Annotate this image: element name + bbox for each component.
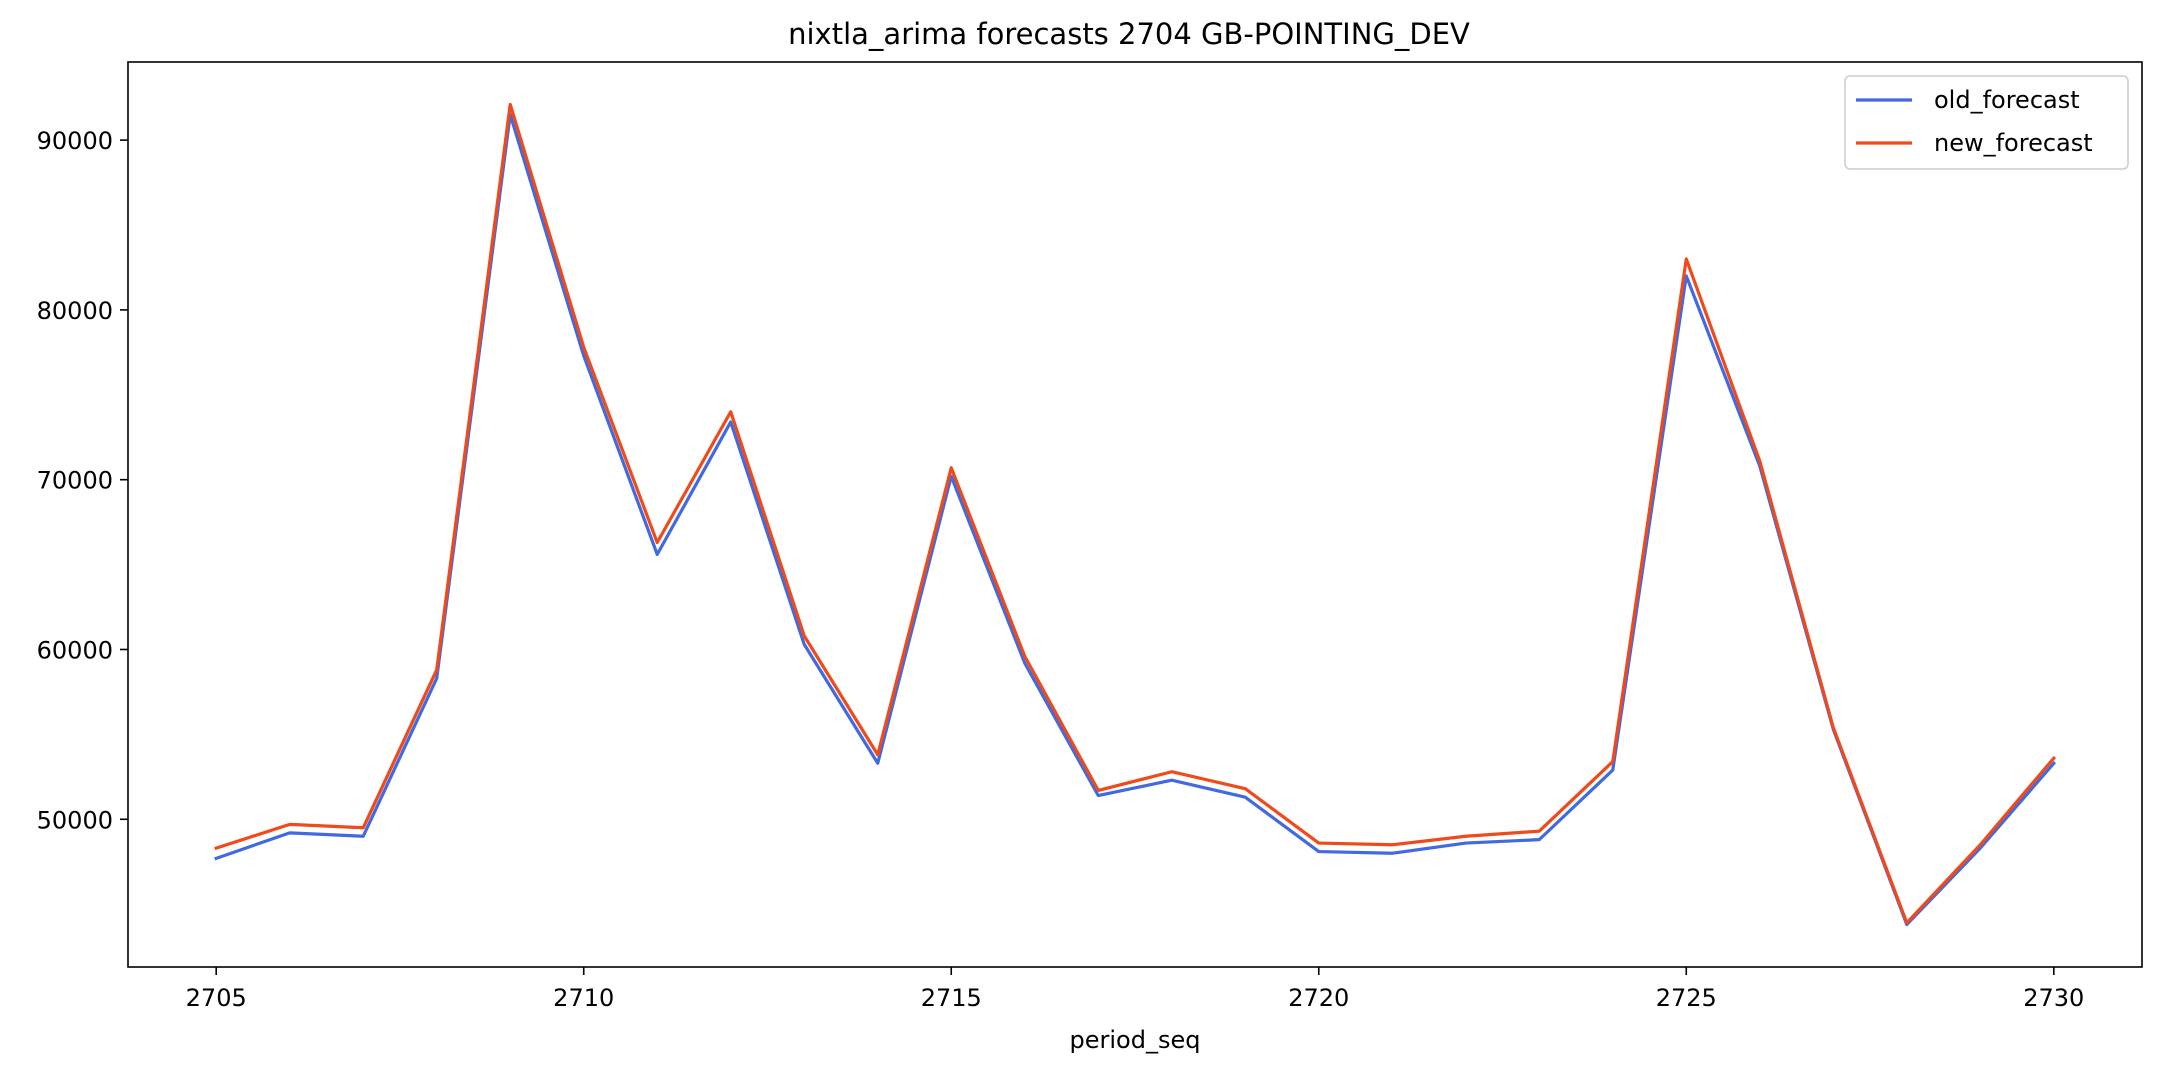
x-axis-label: period_seq	[1070, 1026, 1201, 1054]
series-line-new_forecast	[214, 102, 2057, 925]
y-tick-label: 90000	[37, 127, 113, 155]
x-tick-label: 2705	[186, 984, 247, 1012]
legend-box	[1844, 75, 2129, 170]
y-tick-label: 60000	[37, 636, 113, 664]
x-tick-label: 2715	[921, 984, 982, 1012]
legend-label-new_forecast: new_forecast	[1934, 129, 2093, 157]
series-line-old_forecast	[214, 113, 2057, 927]
legend: old_forecast new_forecast	[1844, 75, 2129, 170]
plot-frame	[127, 61, 2143, 968]
y-axis-ticks: 50000 60000 70000 80000 90000	[37, 127, 128, 834]
x-tick-label: 2720	[1288, 984, 1349, 1012]
series-layer	[214, 102, 2057, 927]
y-tick-label: 80000	[37, 297, 113, 325]
x-axis-ticks: 2705 2710 2715 2720 2725 2730	[186, 967, 2084, 1012]
x-tick-label: 2730	[2023, 984, 2084, 1012]
y-tick-label: 70000	[37, 467, 113, 495]
x-tick-label: 2710	[553, 984, 614, 1012]
y-tick-label: 50000	[37, 806, 113, 834]
x-tick-label: 2725	[1656, 984, 1717, 1012]
chart-title: nixtla_arima forecasts 2704 GB-POINTING_…	[788, 17, 1470, 51]
legend-label-old_forecast: old_forecast	[1934, 86, 2080, 114]
